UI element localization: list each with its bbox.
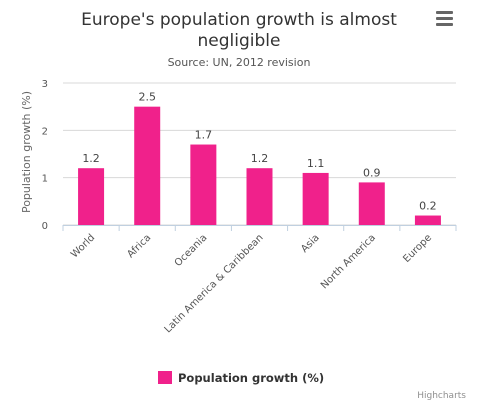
y-axis-ticks: 0 1 2 3 [42, 79, 48, 232]
menu-button[interactable] [430, 6, 458, 30]
x-tick-label: World [69, 232, 97, 260]
bar[interactable] [414, 215, 441, 225]
data-label: 1.2 [82, 152, 100, 165]
y-tick-label: 3 [42, 79, 48, 90]
bar[interactable] [78, 168, 105, 225]
x-tick-label: Europe [401, 232, 434, 265]
bar[interactable] [190, 144, 217, 225]
data-label: 2.5 [138, 91, 156, 104]
credits-link[interactable]: Highcharts [417, 391, 466, 401]
bar-series [78, 106, 441, 225]
hamburger-menu-icon [436, 11, 453, 26]
x-axis [62, 225, 457, 231]
chart-title: Europe's population growth is almostnegl… [81, 10, 397, 51]
chart-title-line: Europe's population growth is almost [81, 10, 397, 30]
bar[interactable] [302, 172, 329, 225]
data-label: 1.2 [251, 152, 269, 165]
y-tick-label: 0 [42, 221, 48, 232]
x-tick-label: Africa [125, 232, 153, 260]
x-tick-label: Asia [299, 232, 322, 255]
legend-label: Population growth (%) [178, 371, 324, 385]
chart-title-line: negligible [198, 31, 281, 51]
data-labels: 1.2 2.5 1.7 1.2 1.1 0.9 0.2 [82, 91, 436, 213]
y-tick-label: 1 [42, 174, 48, 185]
bar[interactable] [358, 182, 385, 225]
chart-subtitle: Source: UN, 2012 revision [168, 56, 311, 69]
legend-swatch [158, 371, 172, 384]
legend[interactable]: Population growth (%) [158, 371, 324, 385]
x-tick-label: North America [319, 232, 378, 291]
data-label: 1.1 [307, 157, 325, 170]
bar[interactable] [134, 106, 161, 225]
data-label: 1.7 [195, 129, 213, 142]
y-axis-title: Population growth (%) [20, 91, 33, 213]
data-label: 0.2 [419, 200, 437, 213]
y-tick-label: 2 [42, 126, 48, 137]
bar[interactable] [246, 168, 273, 225]
x-tick-label: Oceania [173, 232, 210, 269]
x-tick-label: Latin America & Caribbean [163, 232, 266, 335]
data-label: 0.9 [363, 166, 381, 179]
